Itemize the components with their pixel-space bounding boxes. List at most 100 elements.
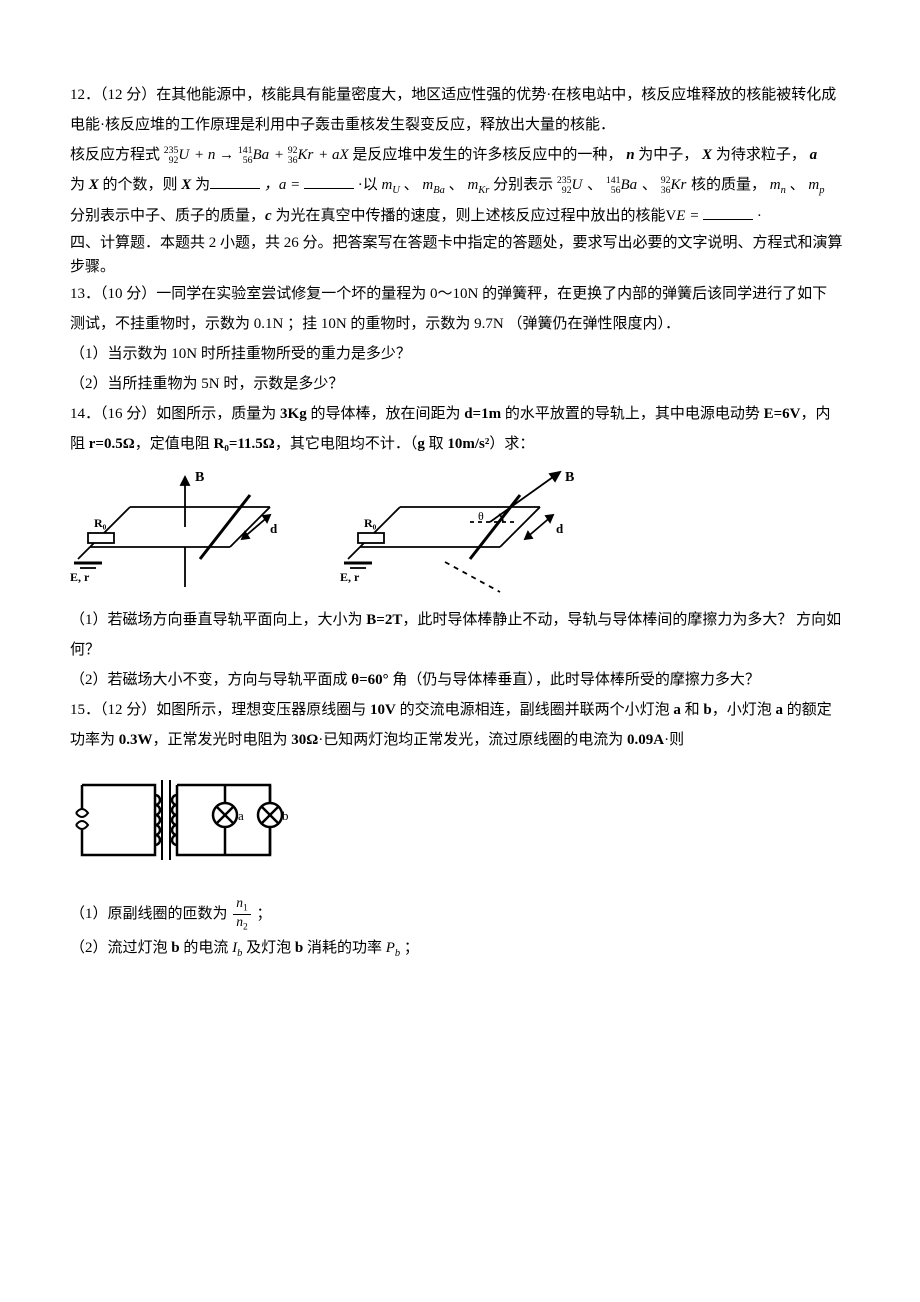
- q15-b3: b: [295, 940, 303, 956]
- q14-g: g: [417, 436, 425, 452]
- q14-l2b: ，定值电阻: [135, 436, 214, 452]
- mn-m: m: [770, 177, 781, 193]
- q14-r: r=0.5Ω: [89, 436, 135, 452]
- frac-n2: n: [236, 914, 243, 929]
- q15-p2b: 的电流: [180, 940, 233, 956]
- frac-1: 1: [243, 904, 248, 914]
- plus-n: + n →: [194, 147, 238, 163]
- a-bold: a: [810, 147, 818, 163]
- Pb-P: P: [386, 940, 395, 956]
- x-txt: 为待求粒子，: [712, 147, 806, 163]
- blank-2: [304, 173, 354, 189]
- sep3: 、: [583, 177, 602, 193]
- label-R0-1: R₀: [94, 516, 107, 530]
- q15-p1a: （1）原副线圈的匝数为: [70, 906, 231, 922]
- q12-line1: 12．（12 分）在其他能源中，核能具有能量密度大，地区适应性强的优势·在核电站…: [70, 80, 850, 110]
- q14-l1a: 如图所示，质量为: [156, 406, 280, 422]
- mKr: mKr: [467, 177, 489, 193]
- section4-l1: 四、计算题．本题共 2 小题，共 26 分。把答案写在答题卡中指定的答题处，要求…: [70, 231, 850, 255]
- q14-figures: B R₀ E, r d: [70, 467, 850, 597]
- q12-l4b: 的个数，则: [99, 177, 182, 193]
- q13-p1: （1）当示数为 10N 时所挂重物所受的重力是多少？: [70, 339, 850, 369]
- q12-line3: 核反应方程式 23592U + n → 14156Ba + 9236Kr + a…: [70, 140, 850, 170]
- n-txt: 为中子，: [635, 147, 699, 163]
- q15-l2a: 功率为: [70, 732, 119, 748]
- mBa-sub: Ba: [433, 185, 445, 196]
- section4-l2: 步骤。: [70, 255, 850, 279]
- q14-e: E=6V: [764, 406, 801, 422]
- iso-Ba-z: 56: [238, 156, 253, 166]
- q15-line1: 15．（12 分）如图所示，理想变压器原线圈与 10V 的交流电源相连，副线圈并…: [70, 695, 850, 725]
- q15-l1e: 的额定: [783, 702, 832, 718]
- q15-a2: a: [776, 702, 784, 718]
- mBa-m: m: [422, 177, 433, 193]
- q14-l1b: 的导体棒，放在间距为: [307, 406, 465, 422]
- q14-R: R₀=11.5Ω: [214, 436, 275, 452]
- q13-line2: 测试，不挂重物时，示数为 0.1N ；挂 10N 的重物时，示数为 9.7N （…: [70, 309, 850, 339]
- q15-r30: 30Ω: [291, 732, 318, 748]
- mp: mp: [808, 177, 824, 193]
- mU-m: m: [381, 177, 392, 193]
- q15-figure: a b: [70, 765, 850, 886]
- q13-t1: 一同学在实验室尝试修复一个坏的量程为 0～10N 的弹簧秤，在更换了内部的弹簧后…: [156, 286, 827, 302]
- q15-l2b: ，正常发光时电阻为: [153, 732, 292, 748]
- Pb: Pb: [386, 940, 400, 956]
- q14-m: 3Kg: [280, 406, 307, 422]
- x-bold: X: [702, 147, 712, 163]
- iso-U: 23592U: [164, 146, 189, 166]
- label-Er-2: E, r: [340, 570, 360, 584]
- mn: mn: [770, 177, 786, 193]
- q15-l2d: ·则: [664, 732, 684, 748]
- q15-p2e: ；: [400, 940, 419, 956]
- n-bold: n: [626, 147, 634, 163]
- sep5: 、: [786, 177, 805, 193]
- q12-l5c: ·: [753, 208, 762, 224]
- mp-sub: p: [819, 185, 824, 196]
- iso-U2: 23592U: [557, 176, 582, 196]
- bulb-a-label: a: [238, 808, 244, 823]
- x2: X: [89, 177, 99, 193]
- iso-Kr2-s: Kr: [670, 178, 686, 193]
- q15-b: b: [703, 702, 711, 718]
- sep1: 、: [400, 177, 419, 193]
- q15-p2a: （2）流过灯泡: [70, 940, 171, 956]
- q15-i: 0.09A: [627, 732, 664, 748]
- q14-label: 14．（16 分）: [70, 406, 156, 422]
- q12-eqmid: 是反应堆中发生的许多核反应中的一种，: [352, 147, 622, 163]
- a-eq: ，a =: [260, 177, 304, 193]
- sep4: 、: [638, 177, 657, 193]
- label-R0-2: R₀: [364, 516, 377, 530]
- q12-eqpre: 核反应方程式: [70, 147, 164, 163]
- q12-l4d: ·以: [354, 177, 382, 193]
- q14-line2: 阻 r=0.5Ω，定值电阻 R₀=11.5Ω，其它电阻均不计．（g 取 10m/…: [70, 429, 850, 459]
- circuit-diagram-2: B R₀ E, r d θ: [340, 467, 590, 597]
- q15-p2d: 消耗的功率: [303, 940, 386, 956]
- label-theta: θ: [478, 509, 484, 523]
- iso-U2-s: U: [572, 178, 583, 193]
- q14-p2b: 角（仍与导体棒垂直），此时导体棒所受的摩擦力多大？: [389, 672, 760, 688]
- Ib: Ib: [232, 940, 242, 956]
- q15-p2: （2）流过灯泡 b 的电流 Ib 及灯泡 b 消耗的功率 Pb ；: [70, 933, 850, 964]
- q14-l1c: 的水平放置的导轨上，其中电源电动势: [501, 406, 764, 422]
- q12-l4c: 为: [191, 177, 210, 193]
- iso-U-z: 92: [164, 156, 179, 166]
- iso-Ba: 14156Ba: [238, 146, 269, 166]
- q15-p1: （1）原副线圈的匝数为 n1 n2 ；: [70, 896, 850, 933]
- q14-g2: 10m/s²: [447, 436, 489, 452]
- c-b: c: [265, 208, 272, 224]
- q12-l4a: 为: [70, 177, 89, 193]
- iso-Kr: 9236Kr: [288, 146, 314, 166]
- iso-Kr2-z: 36: [661, 186, 671, 196]
- q14-l2d: 取: [425, 436, 448, 452]
- label-B2: B: [565, 470, 574, 485]
- iso-Ba2-s: Ba: [621, 178, 638, 193]
- iso-U-s: U: [178, 148, 189, 163]
- q15-p: 0.3W: [119, 732, 153, 748]
- q15-a: a: [673, 702, 681, 718]
- q12-t1: 在其他能源中，核能具有能量密度大，地区适应性强的优势·在核电站中，核反应堆释放的…: [156, 87, 836, 103]
- q14-B: B=2T: [366, 612, 402, 628]
- mU: mU: [381, 177, 399, 193]
- q14-line1: 14．（16 分）如图所示，质量为 3Kg 的导体棒，放在间距为 d=1m 的水…: [70, 399, 850, 429]
- q13-line1: 13．（10 分）一同学在实验室尝试修复一个坏的量程为 0～10N 的弹簧秤，在…: [70, 279, 850, 309]
- mp-m: m: [808, 177, 819, 193]
